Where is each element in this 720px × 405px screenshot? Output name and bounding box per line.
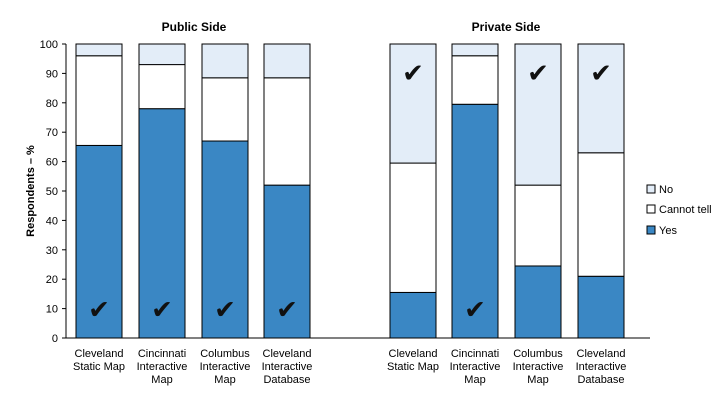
category-label: Cleveland (389, 348, 438, 360)
category-label: Cincinnati (451, 348, 499, 360)
category-label: Cleveland (75, 348, 124, 360)
category-label: Interactive (200, 361, 251, 373)
legend-label: Cannot tell (659, 204, 712, 216)
category-label: Database (577, 374, 624, 386)
category-label: Columbus (513, 348, 563, 360)
bar-segment-no (389, 43, 437, 164)
bar-segment-no (75, 43, 123, 57)
bar-segment-cannot-tell (514, 184, 562, 267)
panel-title: Private Side (472, 20, 541, 34)
legend: No Cannot tell Yes (646, 184, 712, 237)
y-tick-label: 30 (46, 245, 58, 257)
category-label: Map (464, 374, 485, 386)
bar-segment-cannot-tell (389, 162, 437, 293)
category-label: Map (527, 374, 548, 386)
y-axis-title: Respondents – % (25, 145, 37, 237)
bar-segment-no (514, 43, 562, 186)
bar-segment-yes (514, 265, 562, 339)
bar-segment-yes (201, 140, 249, 339)
category-label: Static Map (73, 361, 125, 373)
check-mark: ✔ (88, 296, 110, 326)
bar-segment-yes (75, 144, 123, 339)
check-mark: ✔ (590, 59, 612, 89)
check-mark: ✔ (402, 59, 424, 89)
bar-segment-cannot-tell (451, 55, 499, 105)
category-label: Interactive (576, 361, 627, 373)
bars: ✔ ✔ ✔ ✔ ✔ ✔ ✔ ✔ (75, 43, 625, 339)
check-mark: ✔ (527, 59, 549, 89)
y-tick-label: 0 (52, 333, 58, 345)
bar-segment-no (451, 43, 499, 57)
bar-segment-cannot-tell (577, 152, 625, 277)
legend-label: Yes (659, 225, 677, 237)
category-label: Interactive (450, 361, 501, 373)
y-tick-label: 90 (46, 68, 58, 80)
y-tick-label: 80 (46, 98, 58, 110)
y-tick-label: 60 (46, 157, 58, 169)
check-mark: ✔ (151, 296, 173, 326)
legend-label: No (659, 184, 673, 196)
check-mark: ✔ (464, 296, 486, 326)
legend-swatch (646, 184, 656, 194)
category-label: Map (214, 374, 235, 386)
category-label: Columbus (200, 348, 250, 360)
bar-segment-no (263, 43, 311, 79)
category-label: Interactive (513, 361, 564, 373)
y-tick-label: 10 (46, 304, 58, 316)
category-label: Cincinnati (138, 348, 186, 360)
y-axis: 0 10 20 30 40 50 60 70 80 90 100 Respondents – % (25, 39, 650, 345)
bar-segment-cannot-tell (138, 64, 186, 110)
bar-segment-yes (577, 275, 625, 339)
panel-title: Public Side (162, 20, 227, 34)
category-label: Interactive (137, 361, 188, 373)
bar-segment-yes (451, 103, 499, 339)
legend-swatch (646, 204, 656, 214)
category-label: Cleveland (577, 348, 626, 360)
bar-segment-no (577, 43, 625, 154)
category-label: Static Map (387, 361, 439, 373)
bar-segment-yes (389, 291, 437, 339)
legend-swatch (646, 225, 656, 235)
check-mark: ✔ (276, 296, 298, 326)
bar-segment-cannot-tell (75, 55, 123, 146)
category-label: Cleveland (263, 348, 312, 360)
y-tick-label: 50 (46, 186, 58, 198)
category-label: Interactive (262, 361, 313, 373)
category-label: Map (151, 374, 172, 386)
category-label: Database (263, 374, 310, 386)
bar-segment-yes (138, 108, 186, 339)
y-tick-label: 100 (40, 39, 58, 51)
y-tick-label: 70 (46, 127, 58, 139)
y-tick-label: 20 (46, 274, 58, 286)
y-tick-label: 40 (46, 215, 58, 227)
check-mark: ✔ (214, 296, 236, 326)
bar-segment-no (138, 43, 186, 66)
bar-segment-cannot-tell (263, 77, 311, 186)
bar-segment-yes (263, 184, 311, 339)
bar-segment-cannot-tell (201, 77, 249, 142)
bar-segment-no (201, 43, 249, 79)
